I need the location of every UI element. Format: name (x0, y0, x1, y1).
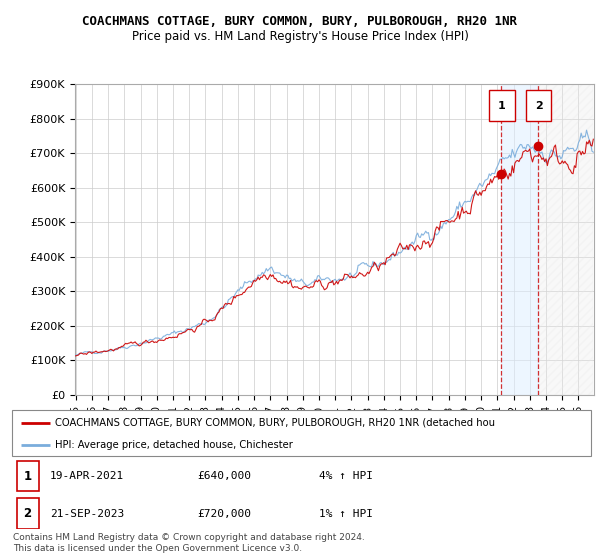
Text: 21-SEP-2023: 21-SEP-2023 (50, 509, 124, 519)
FancyBboxPatch shape (17, 498, 38, 529)
Bar (502, 84, 538, 395)
Text: £640,000: £640,000 (197, 471, 251, 481)
Text: 19-APR-2021: 19-APR-2021 (50, 471, 124, 481)
Text: 1% ↑ HPI: 1% ↑ HPI (319, 509, 373, 519)
Text: 2: 2 (535, 101, 542, 111)
Text: 4% ↑ HPI: 4% ↑ HPI (319, 471, 373, 481)
Text: £720,000: £720,000 (197, 509, 251, 519)
FancyBboxPatch shape (12, 410, 591, 456)
FancyBboxPatch shape (526, 90, 551, 122)
Text: COACHMANS COTTAGE, BURY COMMON, BURY, PULBOROUGH, RH20 1NR: COACHMANS COTTAGE, BURY COMMON, BURY, PU… (83, 15, 517, 27)
FancyBboxPatch shape (489, 90, 515, 122)
Bar (538, 84, 593, 395)
Text: Contains HM Land Registry data © Crown copyright and database right 2024.
This d: Contains HM Land Registry data © Crown c… (13, 533, 365, 553)
Text: COACHMANS COTTAGE, BURY COMMON, BURY, PULBOROUGH, RH20 1NR (detached hou: COACHMANS COTTAGE, BURY COMMON, BURY, PU… (55, 418, 496, 428)
Text: 2: 2 (23, 507, 32, 520)
Text: 1: 1 (498, 101, 506, 111)
Text: HPI: Average price, detached house, Chichester: HPI: Average price, detached house, Chic… (55, 440, 293, 450)
Text: 1: 1 (23, 469, 32, 483)
FancyBboxPatch shape (17, 460, 38, 492)
Text: Price paid vs. HM Land Registry's House Price Index (HPI): Price paid vs. HM Land Registry's House … (131, 30, 469, 43)
